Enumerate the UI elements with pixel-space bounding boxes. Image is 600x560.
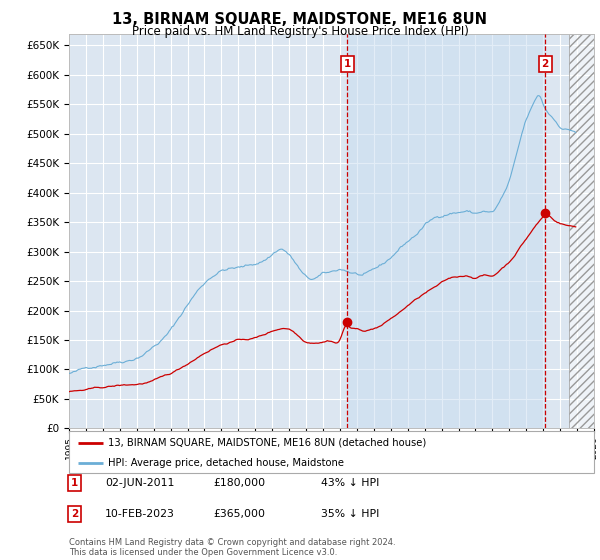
Text: £180,000: £180,000 [213, 478, 265, 488]
Text: 10-FEB-2023: 10-FEB-2023 [105, 509, 175, 519]
Text: 1: 1 [71, 478, 78, 488]
Text: 2: 2 [541, 59, 548, 69]
Text: £365,000: £365,000 [213, 509, 265, 519]
Text: 13, BIRNAM SQUARE, MAIDSTONE, ME16 8UN (detached house): 13, BIRNAM SQUARE, MAIDSTONE, ME16 8UN (… [109, 438, 427, 448]
Text: 02-JUN-2011: 02-JUN-2011 [105, 478, 175, 488]
Text: 2: 2 [71, 509, 78, 519]
FancyBboxPatch shape [69, 431, 594, 473]
Text: HPI: Average price, detached house, Maidstone: HPI: Average price, detached house, Maid… [109, 458, 344, 468]
Text: Price paid vs. HM Land Registry's House Price Index (HPI): Price paid vs. HM Land Registry's House … [131, 25, 469, 38]
Text: Contains HM Land Registry data © Crown copyright and database right 2024.
This d: Contains HM Land Registry data © Crown c… [69, 538, 395, 557]
Text: 35% ↓ HPI: 35% ↓ HPI [321, 509, 379, 519]
Text: 13, BIRNAM SQUARE, MAIDSTONE, ME16 8UN: 13, BIRNAM SQUARE, MAIDSTONE, ME16 8UN [113, 12, 487, 27]
Text: 43% ↓ HPI: 43% ↓ HPI [321, 478, 379, 488]
Text: 1: 1 [343, 59, 351, 69]
